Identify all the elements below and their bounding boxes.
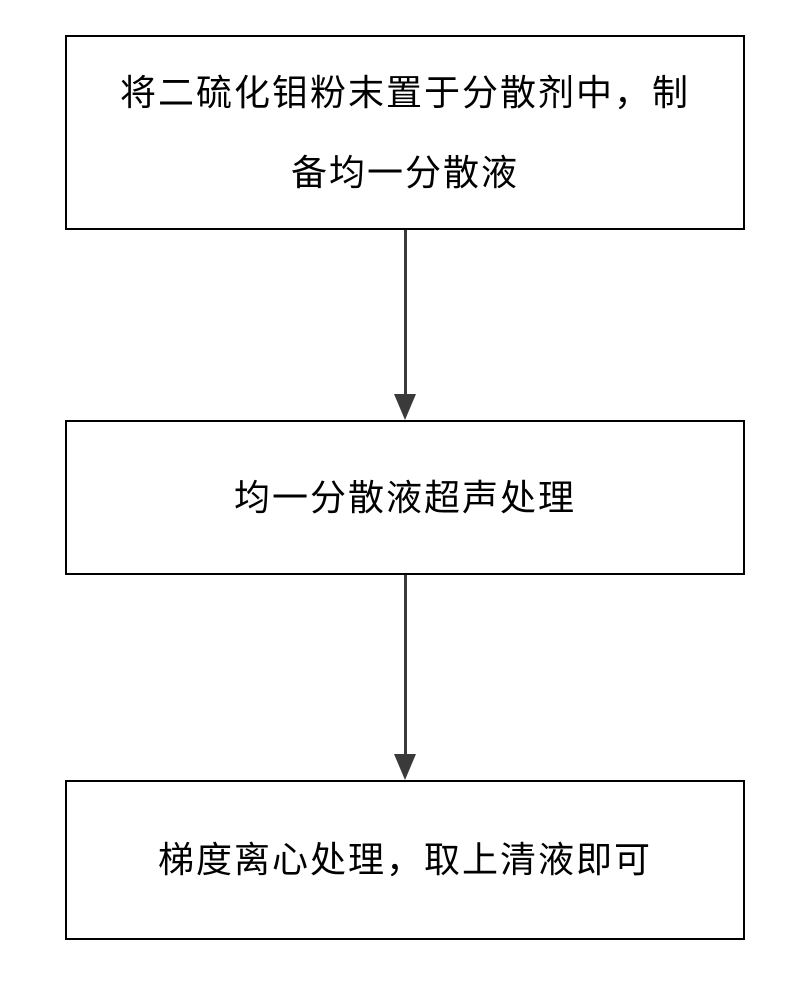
flowchart-node-step3: 梯度离心处理，取上清液即可: [65, 780, 745, 940]
flowchart-arrow-head-icon: [394, 394, 416, 420]
flowchart-arrow-line: [404, 575, 407, 754]
flowchart-arrow-head-icon: [394, 754, 416, 780]
flowchart-node-step2: 均一分散液超声处理: [65, 420, 745, 575]
flowchart-node-text: 将二硫化钼粉末置于分散剂中，制 备均一分散液: [120, 53, 690, 213]
flowchart-node-text: 均一分散液超声处理: [234, 458, 576, 538]
flowchart-node-text: 梯度离心处理，取上清液即可: [158, 820, 652, 900]
flowchart-node-step1: 将二硫化钼粉末置于分散剂中，制 备均一分散液: [65, 35, 745, 230]
flowchart-canvas: 将二硫化钼粉末置于分散剂中，制 备均一分散液 均一分散液超声处理 梯度离心处理，…: [0, 0, 811, 1000]
flowchart-arrow-line: [404, 230, 407, 394]
